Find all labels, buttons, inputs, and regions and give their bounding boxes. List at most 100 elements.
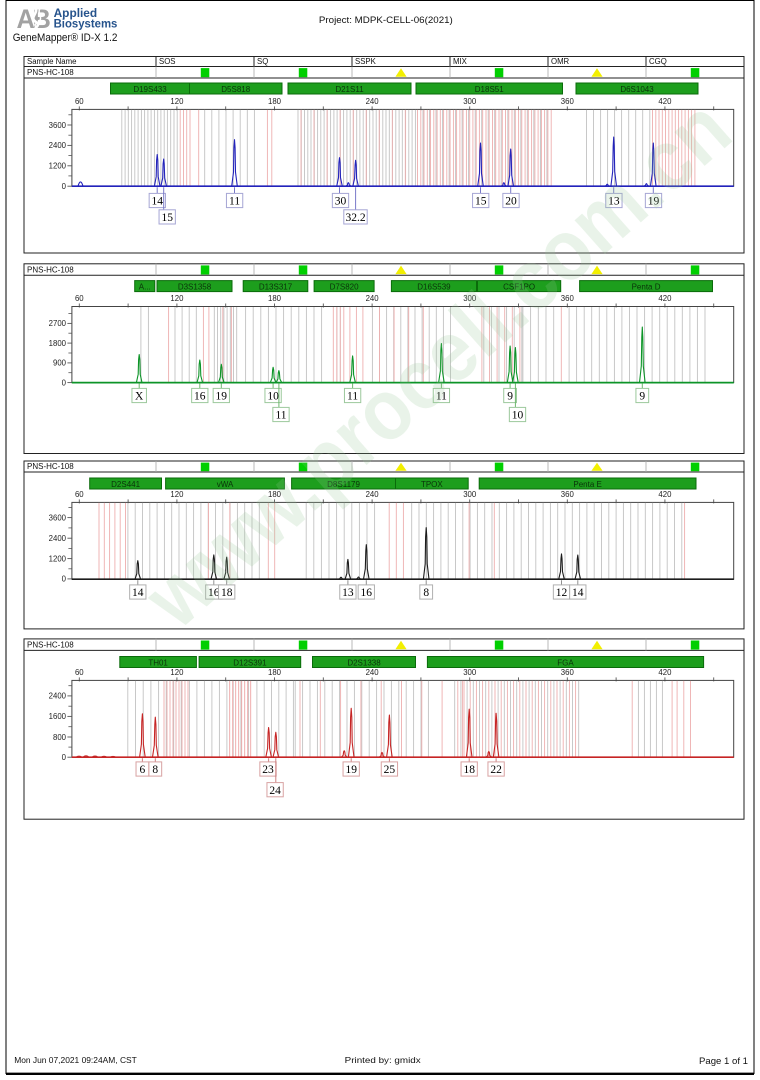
svg-text:360: 360	[561, 490, 575, 499]
svg-text:120: 120	[170, 294, 184, 303]
svg-text:16: 16	[361, 587, 373, 599]
svg-text:11: 11	[436, 391, 447, 403]
svg-text:15: 15	[475, 196, 487, 208]
svg-text:6: 6	[140, 764, 146, 776]
svg-text:14: 14	[572, 587, 584, 599]
svg-text:300: 300	[463, 668, 477, 677]
svg-text:9: 9	[639, 391, 645, 403]
svg-text:19: 19	[648, 196, 660, 208]
svg-text:22: 22	[490, 764, 502, 776]
svg-text:0: 0	[62, 753, 67, 762]
svg-text:300: 300	[463, 294, 477, 303]
svg-text:14: 14	[132, 587, 144, 599]
svg-text:14: 14	[152, 196, 164, 208]
svg-text:8: 8	[152, 764, 158, 776]
svg-text:120: 120	[170, 668, 184, 677]
svg-text:8: 8	[423, 587, 429, 599]
svg-text:Applied: Applied	[54, 6, 98, 20]
svg-text:60: 60	[75, 97, 84, 106]
svg-text:240: 240	[366, 668, 380, 677]
svg-text:19: 19	[216, 391, 228, 403]
svg-text:D7S820: D7S820	[330, 282, 359, 291]
svg-text:D2S1338: D2S1338	[347, 658, 381, 667]
svg-text:30: 30	[335, 196, 347, 208]
svg-text:0: 0	[62, 182, 67, 191]
svg-text:11: 11	[275, 410, 286, 422]
svg-text:D19S433: D19S433	[133, 85, 167, 94]
svg-text:D18S51: D18S51	[475, 85, 504, 94]
svg-text:300: 300	[463, 97, 477, 106]
svg-text:vWA: vWA	[217, 480, 234, 489]
svg-text:D6S1043: D6S1043	[620, 85, 654, 94]
svg-text:OMR: OMR	[551, 57, 570, 66]
svg-text:GeneMapper® ID-X 1.2: GeneMapper® ID-X 1.2	[13, 32, 118, 44]
svg-text:240: 240	[366, 294, 380, 303]
svg-text:X: X	[135, 391, 144, 403]
svg-text:800: 800	[53, 733, 67, 742]
svg-text:10: 10	[267, 391, 279, 403]
svg-text:11: 11	[347, 391, 358, 403]
svg-text:Sample Name: Sample Name	[27, 57, 76, 66]
svg-text:12: 12	[556, 587, 568, 599]
svg-text:Mon Jun 07,2021 09:24AM, CST: Mon Jun 07,2021 09:24AM, CST	[14, 1055, 137, 1065]
svg-text:2400: 2400	[49, 141, 67, 150]
svg-text:180: 180	[268, 294, 282, 303]
svg-text:11: 11	[229, 196, 240, 208]
svg-text:D12S391: D12S391	[233, 658, 267, 667]
svg-text:420: 420	[658, 668, 672, 677]
svg-text:9: 9	[507, 391, 513, 403]
svg-text:SOS: SOS	[159, 57, 175, 66]
svg-text:Printed by: gmidx: Printed by: gmidx	[345, 1055, 422, 1065]
svg-text:32.2: 32.2	[345, 212, 365, 224]
svg-text:120: 120	[170, 490, 184, 499]
svg-text:20: 20	[505, 196, 517, 208]
svg-text:60: 60	[75, 490, 84, 499]
svg-text:D21S11: D21S11	[335, 85, 364, 94]
svg-text:3600: 3600	[49, 121, 67, 130]
svg-text:Page 1 of 1: Page 1 of 1	[699, 1056, 748, 1066]
svg-text:300: 300	[463, 490, 477, 499]
svg-text:120: 120	[170, 97, 184, 106]
svg-text:2400: 2400	[49, 692, 67, 701]
svg-text:D5S818: D5S818	[221, 85, 250, 94]
svg-text:180: 180	[268, 97, 282, 106]
svg-text:A...: A...	[139, 282, 151, 291]
svg-text:60: 60	[75, 668, 84, 677]
svg-text:PNS-HC-108: PNS-HC-108	[27, 68, 74, 77]
svg-text:16: 16	[194, 391, 206, 403]
svg-text:1800: 1800	[49, 339, 67, 348]
svg-text:360: 360	[561, 294, 575, 303]
svg-text:D2S441: D2S441	[111, 480, 140, 489]
svg-text:Biosystems: Biosystems	[54, 16, 118, 30]
svg-text:420: 420	[658, 294, 672, 303]
svg-text:23: 23	[262, 764, 274, 776]
svg-text:180: 180	[268, 668, 282, 677]
svg-text:Project: MDPK-CELL-06(2021): Project: MDPK-CELL-06(2021)	[319, 15, 453, 26]
svg-text:CSF1PO: CSF1PO	[503, 282, 535, 291]
svg-text:D3S1358: D3S1358	[178, 282, 212, 291]
svg-text:240: 240	[366, 490, 380, 499]
svg-text:TH01: TH01	[148, 658, 168, 667]
svg-text:360: 360	[561, 97, 575, 106]
svg-text:1600: 1600	[49, 712, 67, 721]
svg-text:MIX: MIX	[453, 57, 468, 66]
svg-text:18: 18	[221, 587, 233, 599]
svg-text:D16S539: D16S539	[417, 282, 451, 291]
svg-text:D13S317: D13S317	[259, 282, 293, 291]
svg-text:1200: 1200	[49, 162, 67, 171]
svg-text:2700: 2700	[49, 319, 67, 328]
svg-text:3600: 3600	[49, 513, 67, 522]
svg-text:10: 10	[512, 410, 524, 422]
svg-text:PNS-HC-108: PNS-HC-108	[27, 462, 74, 471]
svg-text:420: 420	[658, 97, 672, 106]
svg-text:Penta D: Penta D	[632, 282, 661, 291]
svg-text:2400: 2400	[49, 534, 67, 543]
svg-text:13: 13	[608, 196, 620, 208]
svg-text:0: 0	[62, 575, 67, 584]
svg-text:60: 60	[75, 294, 84, 303]
svg-text:18: 18	[463, 764, 475, 776]
svg-text:240: 240	[366, 97, 380, 106]
svg-text:25: 25	[384, 764, 396, 776]
svg-text:PNS-HC-108: PNS-HC-108	[27, 640, 74, 649]
svg-text:TPOX: TPOX	[421, 480, 443, 489]
